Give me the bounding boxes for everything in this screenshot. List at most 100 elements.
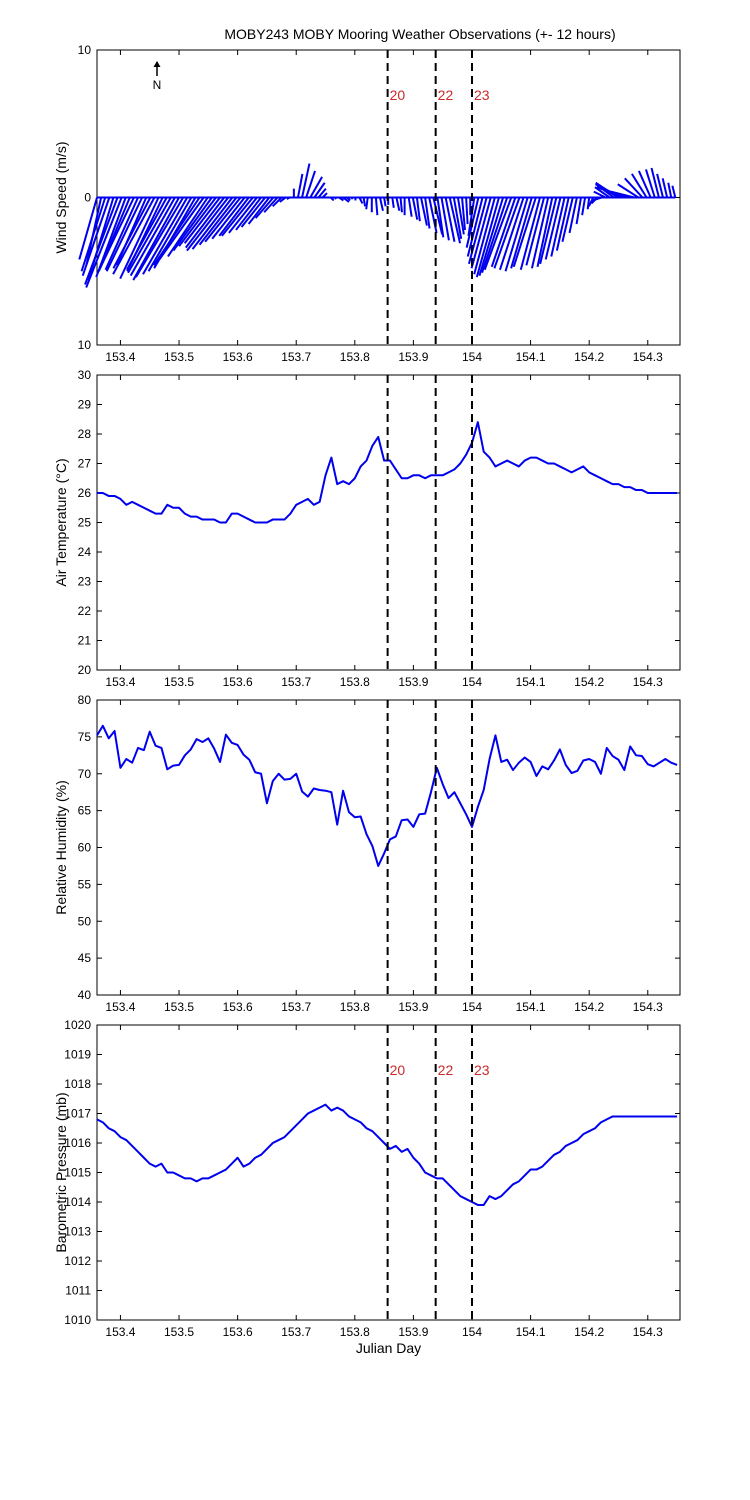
barometric-pressure-xtick-label: 154	[462, 1325, 482, 1339]
air-temperature-ytick-label: 27	[78, 457, 92, 471]
wind-vector	[624, 177, 644, 199]
air-temperature-xtick-label: 154.2	[574, 675, 604, 689]
relative-humidity-xtick-label: 154.1	[516, 1000, 546, 1014]
barometric-pressure-panel: 1010 1011 1012 1013 1014 1015 1016 1017 1018 1019…	[53, 1018, 681, 1356]
wind-vector	[286, 196, 291, 200]
wind-speed-xtick-label: 153.7	[281, 350, 311, 364]
wind-vector	[483, 197, 513, 271]
wind-vector	[204, 196, 242, 243]
wind-vector	[99, 197, 135, 269]
wind-vector	[650, 167, 660, 198]
wind-vector	[448, 197, 462, 244]
wind-vector	[592, 196, 602, 202]
wind-vector	[555, 197, 570, 251]
wind-speed-xtick-label: 154.3	[633, 350, 663, 364]
wind-vector	[240, 196, 266, 228]
wind-vector	[80, 197, 107, 272]
wind-vector	[544, 197, 562, 260]
wind-vector	[667, 182, 673, 198]
wind-vector	[263, 196, 279, 213]
air-temperature-xtick-label: 154.1	[516, 675, 546, 689]
wind-vector	[147, 196, 193, 272]
wind-vector	[432, 197, 444, 235]
wind-vector	[504, 197, 529, 272]
wind-speed-ylabel: Wind Speed (m/s)	[53, 141, 69, 253]
barometric-pressure-ytick-label: 1018	[64, 1077, 91, 1091]
wind-vector	[493, 197, 521, 269]
wind-vector	[407, 197, 413, 217]
wind-vector	[81, 197, 111, 276]
air-temperature-ytick-label: 29	[78, 398, 92, 412]
wind-vector	[499, 197, 525, 271]
wind-vector	[85, 197, 123, 288]
relative-humidity-xtick-label: 153.4	[105, 1000, 135, 1014]
air-temperature-ytick-label: 25	[78, 516, 92, 530]
wind-speed-marker-label: 23	[474, 87, 490, 103]
barometric-pressure-xtick-label: 154.2	[574, 1325, 604, 1339]
wind-vector	[321, 192, 328, 199]
relative-humidity-ytick-label: 65	[78, 804, 92, 818]
barometric-pressure-xtick-label: 153.9	[398, 1325, 428, 1339]
wind-vector	[586, 197, 591, 210]
relative-humidity-ytick-label: 45	[78, 951, 92, 965]
wind-vector	[330, 196, 335, 202]
air-temperature-xtick-label: 153.9	[398, 675, 428, 689]
wind-vector	[172, 196, 213, 252]
wind-vector	[78, 197, 98, 260]
wind-vector	[411, 197, 419, 220]
wind-vector	[178, 196, 217, 247]
barometric-pressure-xtick-label: 153.4	[105, 1325, 135, 1339]
air-temperature-ytick-label: 30	[78, 368, 92, 382]
barometric-pressure-ytick-label: 1016	[64, 1136, 91, 1150]
wind-vector	[365, 197, 369, 210]
wind-vector	[456, 197, 465, 235]
wind-speed-panel: 10 0 10 153.4 153.5 153.6 153.7 153.8 153.9 154 15…	[53, 43, 681, 364]
air-temperature-xtick-label: 153.8	[340, 675, 370, 689]
wind-vector	[530, 197, 550, 269]
wind-vector	[346, 196, 351, 202]
wind-vector	[656, 173, 664, 198]
panels: 10 0 10 153.4 153.5 153.6 153.7 153.8 153.9 154 15…	[53, 43, 681, 1356]
wind-vector	[218, 196, 250, 237]
wind-vector	[279, 196, 287, 203]
wind-vector	[211, 196, 246, 240]
wind-vector	[645, 169, 656, 198]
wind-speed-xtick-label: 153.8	[340, 350, 370, 364]
wind-vector	[254, 196, 275, 219]
wind-vector	[305, 170, 316, 198]
wind-vector	[415, 197, 421, 222]
wind-vector	[420, 197, 428, 226]
barometric-pressure-ytick-label: 1012	[64, 1254, 91, 1268]
air-temperature-xtick-label: 153.5	[164, 675, 194, 689]
wind-vector	[119, 197, 160, 280]
wind-vector	[185, 196, 225, 249]
wind-vector	[593, 190, 607, 199]
wind-vector	[440, 197, 450, 241]
wind-speed-ytick-label: 10	[78, 338, 92, 352]
relative-humidity-panel: 40 45 50 55 60 65 70 75 80 153.4 153.5 153.6 153.7 15…	[53, 693, 681, 1014]
air-temperature-ytick-label: 21	[78, 634, 92, 648]
relative-humidity-xtick-label: 153.6	[223, 1000, 253, 1014]
air-temperature-ytick-label: 28	[78, 427, 92, 441]
relative-humidity-xtick-label: 153.9	[398, 1000, 428, 1014]
wind-vector	[198, 196, 238, 246]
wind-speed-xtick-label: 154	[462, 350, 482, 364]
barometric-pressure-xtick-label: 153.6	[223, 1325, 253, 1339]
relative-humidity-ytick-label: 50	[78, 914, 92, 928]
barometric-pressure-ytick-label: 1020	[64, 1018, 91, 1032]
barometric-pressure-ytick-label: 1010	[64, 1313, 91, 1327]
wind-vector	[475, 197, 500, 278]
wind-vector	[374, 197, 379, 216]
relative-humidity-ylabel: Relative Humidity (%)	[53, 780, 69, 915]
wind-vector	[466, 197, 484, 257]
wind-vector	[637, 170, 652, 198]
wind-vector	[235, 196, 262, 231]
wind-vector	[309, 176, 323, 198]
air-temperature-xtick-label: 153.4	[105, 675, 135, 689]
air-temperature-xtick-label: 153.6	[223, 675, 253, 689]
wind-vector	[127, 197, 172, 274]
wind-vector	[470, 197, 492, 269]
relative-humidity-ytick-label: 75	[78, 730, 92, 744]
wind-speed-xtick-label: 153.5	[164, 350, 194, 364]
